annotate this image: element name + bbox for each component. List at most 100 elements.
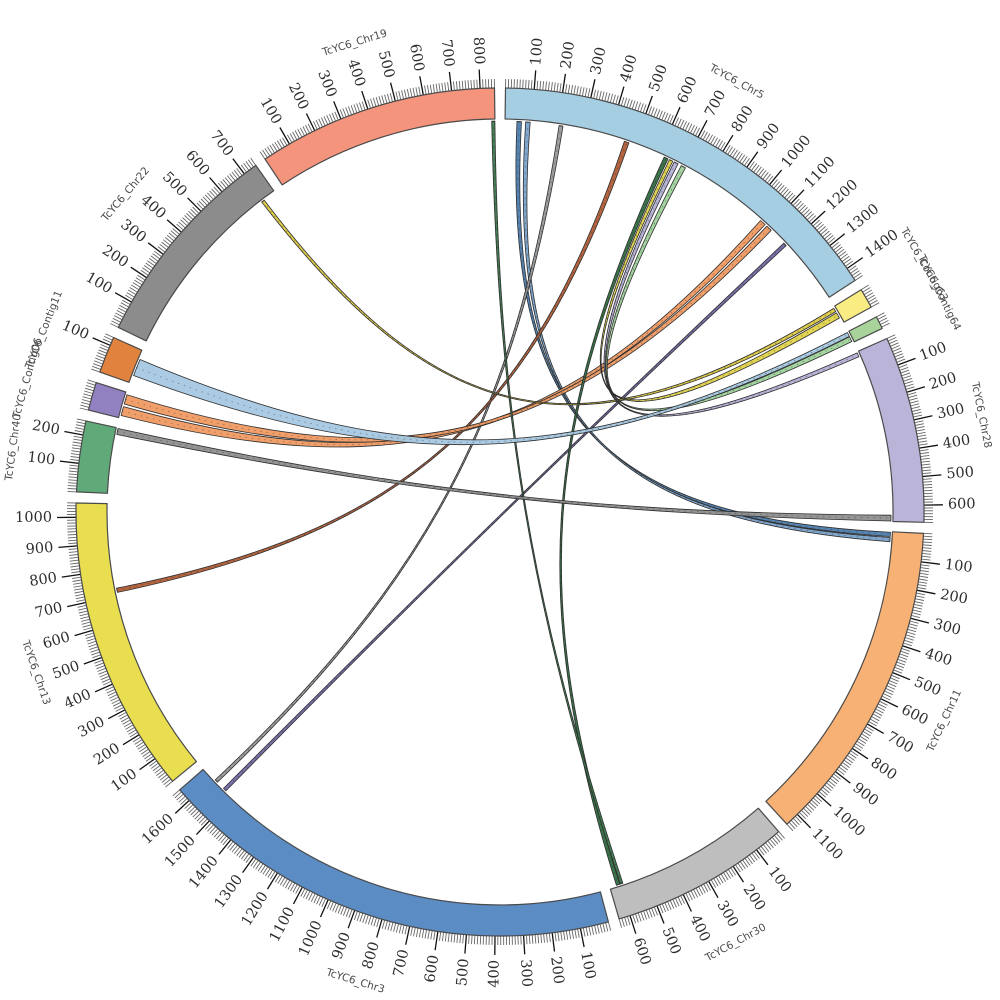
link-tick-marks [262,200,836,405]
minor-tick [885,687,894,693]
major-tick [448,71,453,91]
tick-label-Chr13-200: 200 [91,740,123,768]
minor-tick [698,886,704,895]
minor-tick [884,690,893,696]
minor-tick [74,430,84,433]
tick-label-Chr30-400: 400 [686,913,712,945]
minor-tick [84,387,94,392]
minor-tick [99,346,109,352]
minor-tick [184,802,192,810]
minor-tick [684,122,690,131]
minor-tick [547,81,550,91]
minor-tick [271,143,278,152]
link-Chr5-Chr30 [559,156,669,886]
minor-tick [916,428,926,432]
minor-tick [749,854,756,863]
major-tick [682,894,692,912]
minor-tick [713,878,719,887]
minor-tick [143,265,152,271]
minor-tick [918,443,928,446]
minor-tick [287,881,293,890]
link-tick-marks [524,121,891,540]
minor-tick [115,706,124,712]
minor-tick [111,320,120,326]
major-tick [755,849,769,866]
minor-tick [887,336,897,342]
minor-tick [767,840,774,849]
minor-tick [93,363,102,368]
tick-label-Chr30-600: 600 [630,936,654,967]
minor-tick [176,793,184,801]
minor-tick [267,146,273,155]
minor-tick [650,107,655,116]
minor-tick [316,895,321,905]
minor-tick [220,180,227,189]
minor-tick [765,842,772,850]
minor-tick [168,232,177,240]
minor-tick [664,902,669,912]
minor-tick [923,484,933,486]
minor-tick [170,230,178,237]
major-tick [796,813,812,829]
minor-tick [86,382,96,386]
minor-tick [824,232,832,240]
minor-tick [894,353,904,358]
minor-tick [236,168,243,176]
minor-tick [100,675,110,681]
major-tick [522,935,526,955]
minor-tick [435,83,438,93]
minor-tick [84,632,94,637]
tick-label-Chr5-1000: 1000 [779,133,815,172]
minor-tick [82,396,92,400]
minor-tick [231,844,238,853]
minor-tick [753,851,760,859]
minor-tick [350,105,355,114]
major-tick [617,86,625,106]
minor-tick [677,118,682,128]
minor-tick [96,354,105,360]
minor-tick [236,848,243,856]
minor-tick [909,400,919,404]
tick-label-Chr5-700: 700 [702,88,729,120]
minor-tick [703,883,709,893]
minor-tick [887,682,897,688]
minor-tick [607,921,612,931]
tick-label-Chr28-300: 300 [936,401,966,423]
minor-tick [134,739,143,745]
tick-label-Chr3-1300: 1300 [212,872,246,911]
minor-tick [287,134,293,143]
major-tick [174,799,190,814]
minor-tick [840,764,848,771]
minor-tick [596,924,600,934]
minor-tick [918,440,928,443]
minor-tick [395,923,400,933]
major-tick [166,219,182,233]
minor-tick [918,578,928,581]
minor-tick [80,404,90,408]
minor-tick [342,108,347,118]
major-tick [232,158,245,175]
minor-tick [240,851,248,860]
minor-tick [209,190,216,198]
major-tick [292,886,303,905]
tick-label-Chr5-400: 400 [618,53,641,84]
major-tick [434,931,439,951]
tick-label-Chr3-900: 900 [330,930,355,961]
minor-tick [329,901,334,911]
segment-Chr40: 100 200 TcYC6_Chr40 [3,413,117,494]
minor-tick [833,773,841,780]
major-tick [114,292,132,303]
minor-tick [898,656,908,661]
minor-tick [135,741,145,748]
minor-tick [905,386,915,390]
segment-arc-Chr19 [264,87,496,186]
minor-tick [748,161,755,170]
minor-tick [663,112,669,122]
minor-tick [788,821,796,830]
minor-tick [850,267,859,274]
minor-tick [734,151,741,160]
minor-tick [856,740,865,747]
minor-tick [792,817,800,826]
minor-tick [302,126,308,135]
